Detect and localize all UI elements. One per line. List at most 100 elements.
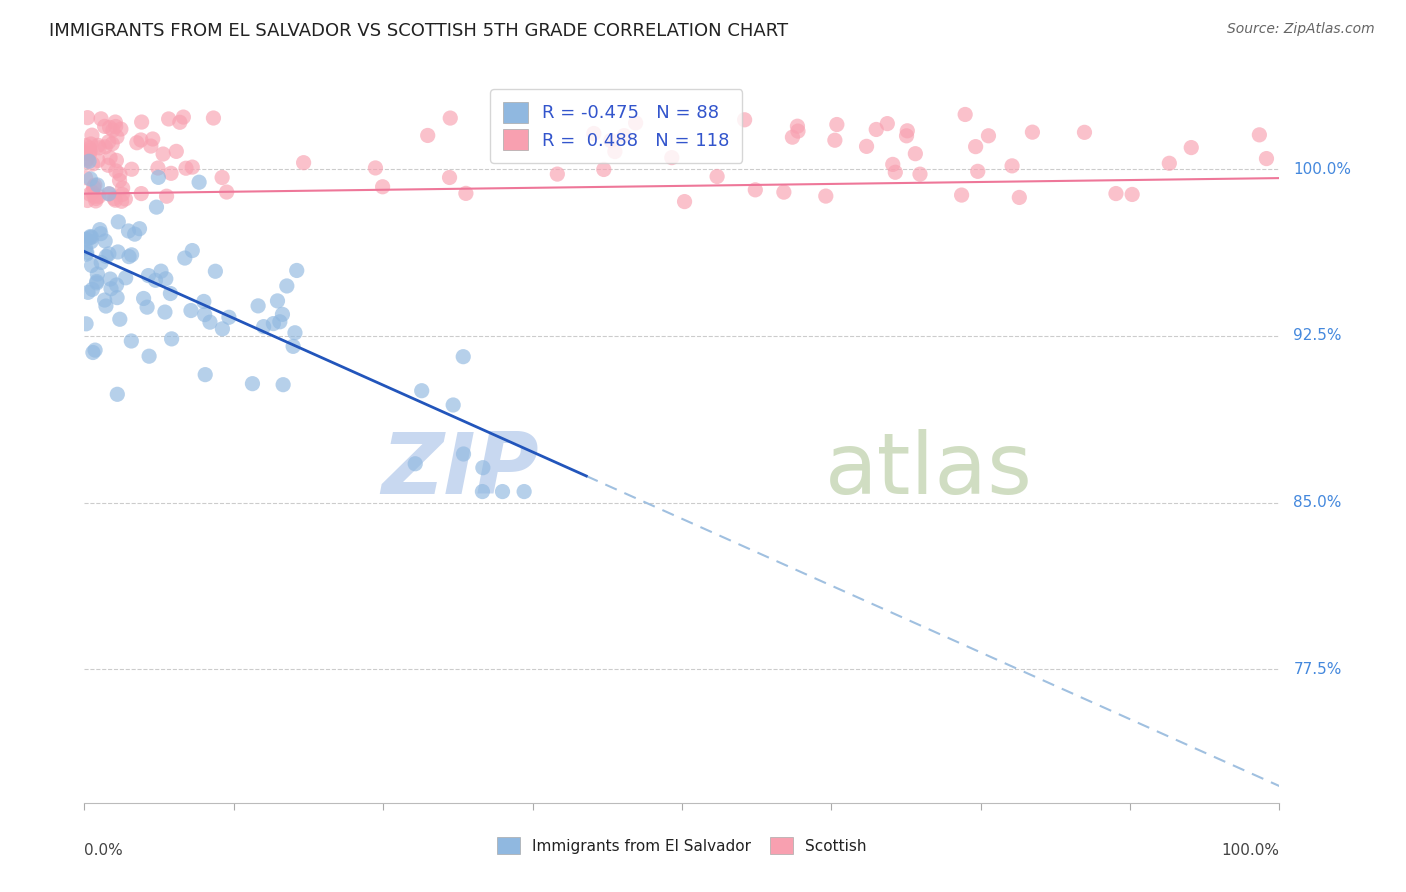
- Point: [90, 227, 112, 241]
- Point: [94, 140, 117, 154]
- Point: [1001, 159, 1024, 173]
- Point: [181, 160, 204, 174]
- Point: [882, 157, 904, 171]
- Point: [89, 222, 111, 236]
- Point: [94, 299, 117, 313]
- Point: [218, 310, 240, 325]
- Point: [125, 136, 148, 150]
- Point: [734, 112, 756, 127]
- Point: [193, 294, 215, 309]
- Point: [77, 285, 100, 300]
- Point: [108, 173, 131, 187]
- Point: [76, 194, 98, 208]
- Point: [131, 115, 153, 129]
- Point: [75, 232, 97, 246]
- Point: [80, 259, 103, 273]
- Point: [84, 194, 107, 208]
- Point: [1008, 190, 1031, 204]
- Point: [90, 112, 112, 126]
- Point: [83, 178, 105, 193]
- Point: [89, 141, 111, 155]
- Point: [83, 180, 105, 194]
- Point: [121, 248, 143, 262]
- Point: [87, 189, 110, 203]
- Point: [172, 110, 194, 124]
- Point: [155, 272, 177, 286]
- Point: [292, 155, 315, 169]
- Point: [865, 122, 887, 136]
- Point: [128, 221, 150, 235]
- Point: [79, 187, 101, 202]
- Point: [75, 138, 97, 153]
- Point: [453, 447, 475, 461]
- Point: [129, 186, 152, 201]
- Point: [76, 245, 98, 260]
- Text: 77.5%: 77.5%: [1294, 662, 1341, 677]
- Point: [364, 161, 387, 175]
- Point: [188, 175, 211, 189]
- Point: [111, 187, 134, 202]
- Point: [80, 235, 103, 249]
- Point: [105, 387, 128, 401]
- Point: [180, 303, 202, 318]
- Point: [83, 189, 105, 203]
- Point: [132, 292, 155, 306]
- Point: [80, 136, 103, 151]
- Point: [97, 247, 120, 261]
- Text: atlas: atlas: [825, 429, 1033, 512]
- Point: [105, 130, 128, 145]
- Point: [247, 299, 270, 313]
- Point: [145, 273, 167, 287]
- Point: [204, 264, 226, 278]
- Point: [706, 169, 728, 184]
- Point: [744, 183, 766, 197]
- Point: [159, 286, 181, 301]
- Point: [599, 134, 621, 148]
- Point: [150, 264, 173, 278]
- Point: [824, 133, 846, 147]
- Point: [471, 484, 494, 499]
- Point: [82, 282, 104, 296]
- Point: [152, 147, 174, 161]
- Point: [101, 136, 124, 151]
- Point: [876, 117, 898, 131]
- Point: [110, 122, 132, 136]
- Point: [79, 231, 101, 245]
- Point: [76, 247, 98, 261]
- Point: [108, 312, 131, 326]
- Point: [786, 119, 808, 133]
- Point: [98, 151, 121, 165]
- Point: [242, 376, 264, 391]
- Point: [661, 151, 683, 165]
- Point: [82, 186, 104, 200]
- Point: [117, 224, 139, 238]
- Point: [211, 322, 233, 336]
- Point: [87, 153, 110, 168]
- Point: [884, 165, 907, 179]
- Point: [80, 128, 103, 143]
- Point: [75, 146, 97, 161]
- Point: [138, 349, 160, 363]
- Point: [82, 157, 104, 171]
- Text: 100.0%: 100.0%: [1294, 161, 1351, 177]
- Point: [76, 111, 98, 125]
- Point: [950, 188, 973, 202]
- Point: [603, 145, 626, 159]
- Point: [582, 127, 605, 141]
- Point: [782, 130, 804, 145]
- Point: [87, 138, 110, 153]
- Point: [118, 250, 141, 264]
- Point: [966, 164, 988, 178]
- Point: [165, 145, 187, 159]
- Point: [124, 227, 146, 241]
- Point: [592, 162, 614, 177]
- Point: [79, 144, 101, 158]
- Point: [97, 135, 120, 149]
- Point: [98, 120, 121, 135]
- Point: [105, 278, 128, 293]
- Point: [108, 167, 131, 181]
- Point: [104, 115, 127, 129]
- Point: [93, 293, 115, 307]
- Point: [111, 181, 134, 195]
- Point: [202, 111, 225, 125]
